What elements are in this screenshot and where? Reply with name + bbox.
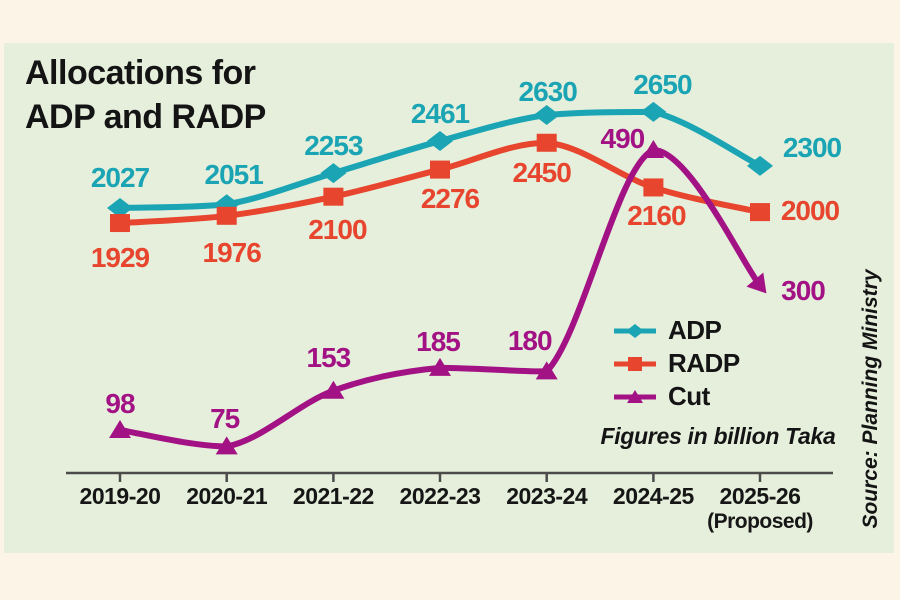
source-credit: Source: Planning Ministry [859, 269, 882, 529]
adp-marker [747, 155, 773, 176]
legend-label: ADP [668, 315, 722, 345]
legend-item-radp: RADP [612, 347, 740, 380]
figures-note: Figures in billion Taka [600, 423, 836, 449]
x-axis-label: 2022-23 [399, 483, 481, 509]
cut-value-label: 490 [600, 122, 646, 154]
cut-value-label: 153 [306, 341, 352, 373]
adp-marker [533, 105, 560, 126]
cut-marker [322, 380, 345, 399]
square-legend-swatch-icon [614, 356, 656, 371]
radp-value-label: 2000 [780, 195, 840, 227]
x-axis-label-note: (Proposed) [707, 509, 813, 533]
x-axis-label: 2024-25 [612, 483, 694, 509]
adp-value-label: 2253 [304, 130, 363, 162]
radp-marker [216, 206, 237, 225]
adp-value-label: 2461 [410, 98, 470, 130]
triangle-legend-swatch-icon [614, 389, 656, 403]
adp-marker [427, 131, 453, 152]
cut-value-label: 185 [416, 325, 461, 357]
adp-value-label: 2300 [782, 131, 842, 163]
legend-label: Cut [668, 381, 710, 411]
cut-value-label: 300 [781, 274, 826, 306]
radp-marker [750, 203, 770, 222]
radp-marker [430, 160, 450, 179]
chart-panel [4, 43, 894, 553]
radp-value-label: 2100 [308, 213, 367, 245]
chart-title-line2: ADP and RADP [25, 97, 266, 136]
diamond-legend-swatch-icon [614, 323, 656, 338]
adp-marker [640, 101, 667, 122]
radp-marker [536, 133, 557, 152]
cut-marker [109, 419, 131, 438]
radp-value-label: 2450 [512, 156, 572, 188]
radp-value-label: 1929 [90, 242, 150, 274]
radp-marker [323, 187, 344, 206]
x-axis-label: 2025-26 (Proposed) [698, 483, 822, 533]
cut-value-label: 98 [105, 387, 135, 419]
cut-marker [215, 436, 238, 455]
adp-value-label: 2650 [633, 68, 692, 100]
radp-value-label: 2276 [420, 182, 480, 214]
x-axis-label: 2020-21 [186, 483, 268, 509]
adp-marker [107, 197, 133, 218]
adp-value-label: 2051 [204, 159, 264, 191]
adp-value-label: 2630 [518, 76, 578, 108]
adp-marker [320, 163, 347, 184]
radp-value-label: 1976 [202, 236, 262, 268]
x-axis-label: 2019-20 [79, 483, 161, 509]
cut-marker [535, 361, 558, 380]
chart-title-line1: Allocations for [25, 54, 256, 92]
legend-label: RADP [668, 348, 740, 378]
legend-item-cut: Cut [612, 380, 740, 413]
cut-marker [429, 357, 451, 376]
radp-value-label: 2160 [627, 200, 686, 232]
cut-marker [746, 272, 767, 294]
cut-marker [642, 139, 665, 158]
chart-legend: ADP RADP Cut [612, 314, 740, 413]
radp-marker [643, 178, 664, 197]
chart-title: Allocations for ADP and RADP [25, 52, 266, 139]
adp-value-label: 2027 [90, 161, 150, 193]
cut-value-label: 75 [210, 403, 240, 435]
legend-item-adp: ADP [612, 314, 740, 347]
cut-value-label: 180 [507, 325, 553, 357]
x-axis-label: 2023-24 [506, 483, 588, 509]
radp-marker [110, 214, 130, 233]
x-axis-label: 2021-22 [292, 483, 374, 509]
